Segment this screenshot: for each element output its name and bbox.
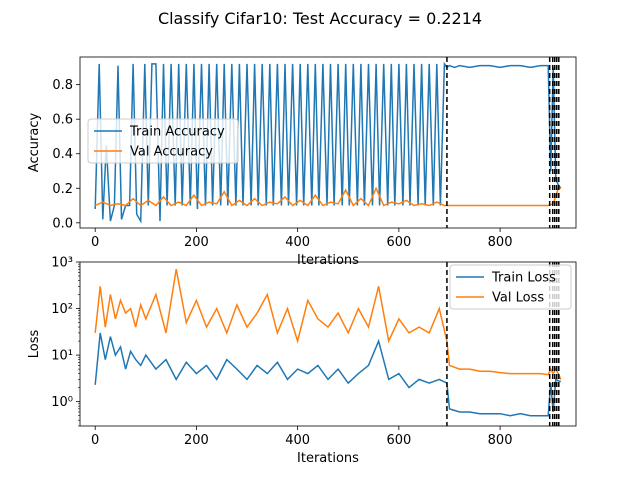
y-tick-label: 0.6 — [52, 113, 73, 128]
plot-frame — [79, 261, 577, 427]
y-tick-label: 0.8 — [52, 78, 73, 93]
legend: Train Accuracy Val Accuracy — [87, 118, 239, 164]
x-tick-label: 0 — [91, 235, 99, 250]
legend-entry: Val Loss — [492, 291, 544, 306]
legend-entry: Val Accuracy — [130, 145, 213, 160]
y-tick-label: 10⁰ — [51, 395, 73, 410]
legend-box — [449, 264, 572, 310]
x-axis-label: Iterations — [297, 253, 359, 268]
y-tick-label: 10³ — [51, 256, 73, 271]
y-tick-label: 10¹ — [51, 349, 73, 364]
series-line-train-accuracy — [94, 61, 562, 224]
y-axis-label: Accuracy — [27, 113, 42, 173]
x-tick-label: 200 — [184, 235, 209, 250]
series-line-val-accuracy — [94, 186, 561, 207]
loss-panel: 0 200 400 600 800 10⁰ 10¹ 10² 10³ Iterations Loss T… — [27, 256, 577, 466]
figure-title: Classify Cifar10: Test Accuracy = 0.2214 — [158, 9, 482, 28]
y-tick-label: 0.0 — [52, 216, 73, 231]
legend-entry: Train Loss — [491, 271, 556, 286]
y-tick-label: 0.4 — [52, 147, 73, 162]
x-tick-label: 200 — [184, 433, 209, 448]
x-tick-label: 0 — [91, 433, 99, 448]
x-tick-label: 600 — [386, 433, 411, 448]
y-axis-label: Loss — [27, 330, 42, 359]
legend: Train Loss Val Loss — [449, 264, 572, 310]
x-tick-label: 600 — [386, 235, 411, 250]
y-tick-label: 0.2 — [52, 182, 73, 197]
legend-box — [87, 118, 239, 164]
plot-frame — [79, 56, 577, 229]
legend-entry: Train Accuracy — [129, 125, 225, 140]
series-line-val-loss — [94, 269, 562, 380]
x-tick-label: 400 — [285, 433, 310, 448]
x-tick-label: 400 — [285, 235, 310, 250]
series-line-train-loss — [94, 332, 562, 417]
y-tick-label: 10² — [51, 302, 73, 317]
x-axis-label: Iterations — [297, 451, 359, 466]
x-tick-label: 800 — [488, 433, 513, 448]
accuracy-panel: 0 200 400 600 800 0.0 0.2 0.4 0.6 0.8 Iterations Ac… — [27, 56, 577, 268]
x-tick-label: 800 — [488, 235, 513, 250]
